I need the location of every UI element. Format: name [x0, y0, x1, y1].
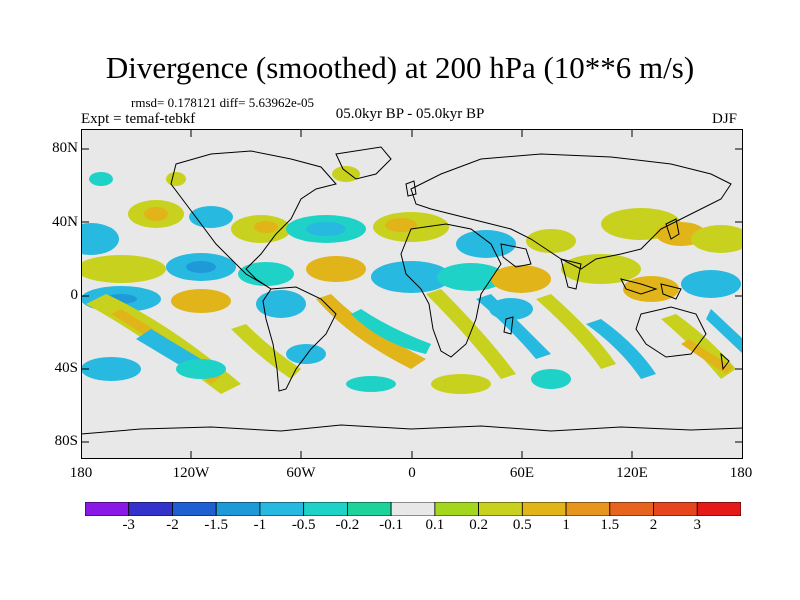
field-contours-south — [81, 289, 743, 394]
colorbar-label-6: -0.1 — [379, 517, 403, 533]
colorbar-box-5 — [303, 502, 348, 516]
colorbar-box-0 — [85, 502, 130, 516]
x-label-0: 0 — [408, 465, 416, 481]
experiment-label: Expt = temaf-tebkf — [81, 111, 196, 127]
colorbar-label-0: -3 — [122, 517, 135, 533]
map-ticks — [81, 129, 743, 459]
colorbar-box-13 — [653, 502, 698, 516]
y-label-0: 0 — [70, 287, 79, 303]
colorbar-label-12: 2 — [649, 517, 658, 533]
colorbar-label-8: 0.2 — [469, 517, 488, 533]
colorbar-box-8 — [434, 502, 479, 516]
colorbar-box-10 — [521, 502, 567, 516]
x-label-180e: 180 — [729, 465, 753, 481]
colorbar-label-9: 0.5 — [512, 517, 532, 533]
field-contours-tropics — [81, 253, 741, 320]
y-label-40n: 40N — [52, 214, 78, 230]
colorbar-box-9 — [478, 502, 523, 516]
colorbar-box-14 — [696, 502, 741, 516]
colorbar-box-4 — [259, 502, 305, 516]
colorbar-label-2: -1.5 — [204, 517, 229, 533]
colorbar-label-1: -2 — [166, 517, 179, 533]
colorbar-box-1 — [128, 502, 173, 516]
field-contours-north — [81, 166, 743, 258]
x-label-60w: 60W — [286, 465, 316, 481]
colorbar-label-11: 1.5 — [600, 517, 620, 533]
colorbar-label-5: -0.2 — [335, 517, 360, 533]
figure-title: Divergence (smoothed) at 200 hPa (10**6 … — [105, 50, 695, 85]
colorbar-box-12 — [609, 502, 654, 516]
stats-text: rmsd= 0.178121 diff= 5.63962e-05 — [131, 95, 315, 110]
colorbar — [85, 502, 741, 516]
colorbar-label-7: 0.1 — [425, 517, 445, 533]
colorbar-label-13: 3 — [693, 517, 702, 533]
colorbar-box-7 — [390, 502, 436, 516]
map-frame — [81, 129, 743, 459]
x-label-60e: 60E — [509, 465, 535, 481]
colorbar-box-6 — [346, 502, 392, 516]
colorbar-label-3: -1 — [253, 517, 267, 533]
period-label: 05.0kyr BP - 05.0kyr BP — [335, 106, 485, 122]
y-label-80s: 80S — [54, 433, 78, 449]
divergence-map — [81, 129, 743, 459]
coastlines — [81, 146, 743, 435]
colorbar-box-2 — [172, 502, 217, 516]
colorbar-label-4: -0.5 — [291, 517, 316, 533]
colorbar-label-10: 1 — [562, 517, 570, 533]
x-label-120w: 120W — [172, 465, 210, 481]
x-label-120e: 120E — [616, 465, 648, 481]
colorbar-box-11 — [565, 502, 611, 516]
season-label: DJF — [712, 111, 738, 127]
x-label-180w: 180 — [69, 465, 93, 481]
colorbar-box-3 — [215, 502, 261, 516]
y-label-80n: 80N — [52, 140, 78, 156]
y-label-40s: 40S — [54, 360, 78, 376]
